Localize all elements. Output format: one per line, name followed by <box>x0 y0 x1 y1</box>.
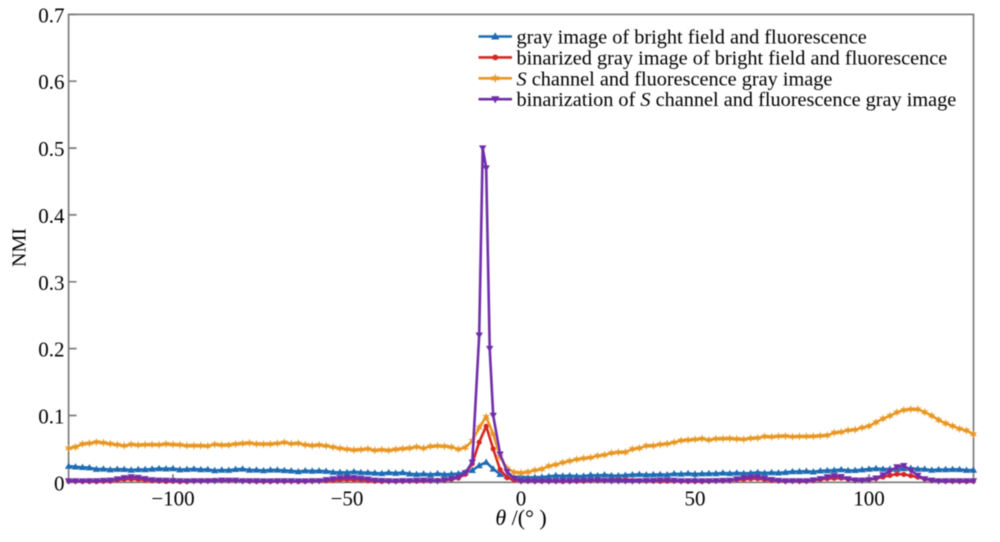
svg-text:0.4: 0.4 <box>38 204 65 228</box>
svg-text:0.5: 0.5 <box>38 137 64 161</box>
svg-text:100: 100 <box>853 487 885 511</box>
svg-text:0.2: 0.2 <box>38 338 64 362</box>
svg-text:0.7: 0.7 <box>38 3 64 27</box>
svg-text:binarization of S channel and: binarization of S channel and fluorescen… <box>517 89 957 111</box>
svg-text:S channel and fluorescence gra: S channel and fluorescence gray image <box>517 68 833 90</box>
svg-text:0.6: 0.6 <box>38 70 64 94</box>
svg-text:θ /(° ): θ /(° ) <box>495 505 546 530</box>
svg-text:0.1: 0.1 <box>38 405 64 429</box>
svg-text:50: 50 <box>685 487 706 511</box>
svg-text:gray image of bright field and: gray image of bright field and fluoresce… <box>517 27 867 49</box>
svg-text:binarized gray image of bright: binarized gray image of bright field and… <box>517 47 948 69</box>
svg-text:−50: −50 <box>331 487 364 511</box>
svg-text:−100: −100 <box>151 487 194 511</box>
svg-text:NMI: NMI <box>9 228 31 267</box>
svg-text:0: 0 <box>516 487 527 511</box>
svg-text:0: 0 <box>54 471 65 495</box>
svg-text:0.3: 0.3 <box>38 271 64 295</box>
